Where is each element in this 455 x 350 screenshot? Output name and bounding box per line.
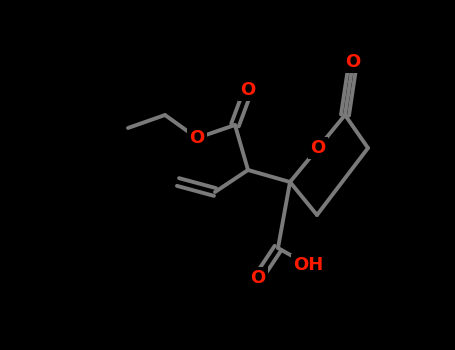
Text: O: O bbox=[189, 129, 205, 147]
Text: O: O bbox=[240, 81, 256, 99]
Text: O: O bbox=[345, 53, 361, 71]
Text: OH: OH bbox=[293, 256, 323, 274]
Text: O: O bbox=[310, 139, 326, 157]
Text: O: O bbox=[250, 269, 266, 287]
